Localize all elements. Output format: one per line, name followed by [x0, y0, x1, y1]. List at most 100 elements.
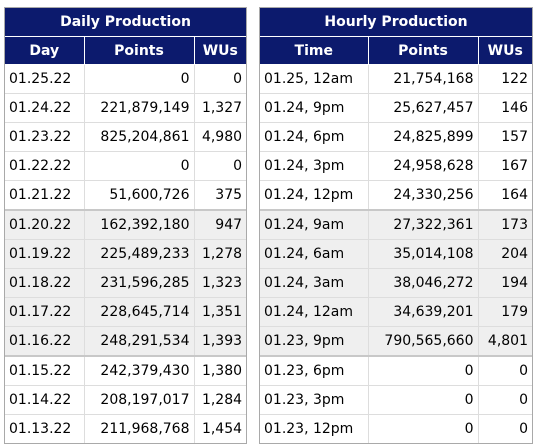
- daily-table-row: 01.15.22 242,379,430 1,380: [5, 355, 247, 386]
- hourly-wus-cell: 194: [478, 268, 532, 298]
- hourly-wus-cell: 164: [478, 180, 532, 211]
- daily-day-cell: 01.19.22: [5, 239, 85, 269]
- daily-day-cell: 01.24.22: [5, 93, 85, 123]
- hourly-wus-cell: 4,801: [478, 326, 532, 357]
- daily-wus-cell: 1,327: [194, 93, 247, 123]
- daily-day-cell: 01.25.22: [5, 64, 85, 94]
- hourly-points-cell: 38,046,272: [368, 268, 479, 298]
- daily-wus-cell: 1,323: [194, 268, 247, 298]
- daily-wus-cell: 1,278: [194, 239, 247, 269]
- hourly-table-row: 01.24, 3pm 24,958,628 167: [260, 151, 532, 181]
- daily-wus-cell: 1,454: [201, 421, 243, 437]
- daily-table-row: 01.23.22 825,204,861 4,980: [5, 122, 247, 152]
- hourly-production-panel: Hourly Production Time Points WUs 01.25,…: [259, 7, 533, 444]
- daily-points-cell: 231,596,285: [84, 268, 195, 298]
- hourly-points-cell: 34,639,201: [368, 297, 479, 327]
- daily-table-row: 01.24.22 221,879,149 1,327: [5, 93, 247, 123]
- hourly-points-cell: 27,322,361: [368, 209, 479, 240]
- daily-table-row: 01.21.22 51,600,726 375: [5, 180, 247, 211]
- daily-points-cell: 225,489,233: [84, 239, 195, 269]
- hourly-wus-cell: 157: [478, 122, 532, 152]
- daily-production-panel: Daily Production Day Points WUs 01.25.22…: [4, 7, 247, 444]
- daily-points-cell: 242,379,430: [84, 355, 195, 386]
- hourly-points-cell: 25,627,457: [368, 93, 479, 123]
- hourly-table-row: 01.24, 12pm 24,330,256 164: [260, 180, 532, 211]
- hourly-table-row: 01.24, 6pm 24,825,899 157: [260, 122, 532, 152]
- hourly-production-table: Hourly Production Time Points WUs 01.25,…: [260, 8, 532, 443]
- daily-day-cell: 01.16.22: [5, 326, 85, 357]
- hourly-time-cell: 01.24, 9pm: [260, 93, 369, 123]
- hourly-points-cell: 21,754,168: [368, 64, 479, 94]
- hourly-time-cell: 01.24, 12am: [260, 297, 369, 327]
- daily-day-cell: 01.23.22: [5, 122, 85, 152]
- hourly-wus-cell: 204: [478, 239, 532, 269]
- daily-wus-cell: 1,351: [194, 297, 247, 327]
- hourly-table-row: 01.24, 3am 38,046,272 194: [260, 268, 532, 298]
- hourly-table-row: 01.23, 6pm 0 0: [260, 355, 532, 386]
- hourly-time-cell: 01.23, 3pm: [260, 385, 369, 415]
- hourly-points-cell: 35,014,108: [368, 239, 479, 269]
- daily-points-cell: 248,291,534: [84, 326, 195, 357]
- daily-table-row: 01.13.22 211,968,768 1,454: [5, 414, 246, 443]
- hourly-table-row: 01.24, 9pm 25,627,457 146: [260, 93, 532, 123]
- hourly-wus-cell: 146: [478, 93, 532, 123]
- hourly-time-cell: 01.24, 6am: [260, 239, 369, 269]
- hourly-points-cell: 24,330,256: [368, 180, 479, 211]
- hourly-table-row: 01.23, 12pm 0 0: [260, 414, 532, 443]
- hourly-table-row: 01.23, 3pm 0 0: [260, 385, 532, 415]
- daily-table-row: 01.16.22 248,291,534 1,393: [5, 326, 247, 357]
- daily-wus-cell: 375: [194, 180, 247, 211]
- hourly-table-body: 01.25, 12am 21,754,168 122 01.24, 9pm 25,627…: [260, 64, 532, 443]
- daily-day-cell: 01.14.22: [5, 385, 85, 415]
- hourly-table-row: 01.24, 12am 34,639,201 179: [260, 297, 532, 327]
- hourly-col-wus: WUs: [478, 36, 532, 65]
- daily-col-points: Points: [84, 36, 195, 65]
- hourly-time-cell: 01.24, 3pm: [260, 151, 369, 181]
- hourly-time-cell: 01.25, 12am: [260, 64, 369, 94]
- daily-points-cell: 221,879,149: [84, 93, 195, 123]
- hourly-time-cell: 01.23, 12pm: [260, 414, 369, 443]
- daily-wus-cell: 1,393: [194, 326, 247, 357]
- daily-col-day: Day: [5, 36, 85, 65]
- daily-table-body: 01.25.22 0 0 01.24.22 221,879,149 1,327 01.23.…: [5, 64, 247, 443]
- daily-points-cell: 825,204,861: [84, 122, 195, 152]
- hourly-wus-cell: 179: [478, 297, 532, 327]
- hourly-wus-cell: 167: [478, 151, 532, 181]
- hourly-table-row: 01.24, 6am 35,014,108 204: [260, 239, 532, 269]
- daily-day-cell: 01.18.22: [5, 268, 85, 298]
- hourly-time-cell: 01.23, 6pm: [260, 355, 369, 386]
- daily-day-cell: 01.15.22: [5, 355, 85, 386]
- hourly-col-time: Time: [260, 36, 369, 65]
- daily-wus-cell: 1,284: [194, 385, 247, 415]
- daily-table-row: 01.17.22 228,645,714 1,351: [5, 297, 247, 327]
- daily-wus-cell: 1,380: [194, 355, 247, 386]
- daily-table-row: 01.18.22 231,596,285 1,323: [5, 268, 247, 298]
- daily-points-cell: 208,197,017: [84, 385, 195, 415]
- daily-table-row: 01.22.22 0 0: [5, 151, 247, 181]
- hourly-time-cell: 01.24, 12pm: [260, 180, 369, 211]
- daily-table-row: 01.14.22 208,197,017 1,284: [5, 385, 247, 415]
- hourly-points-cell: 0: [368, 385, 479, 415]
- daily-day-cell: 01.13.22: [5, 414, 85, 443]
- daily-table-row: 01.19.22 225,489,233 1,278: [5, 239, 247, 269]
- daily-wus-cell: 947: [194, 209, 247, 240]
- hourly-time-cell: 01.24, 3am: [260, 268, 369, 298]
- daily-day-cell: 01.22.22: [5, 151, 85, 181]
- daily-points-cell: 0: [84, 151, 195, 181]
- hourly-wus-cell: 0: [478, 355, 532, 386]
- hourly-wus-cell: 122: [478, 64, 532, 94]
- hourly-wus-cell: 0: [478, 385, 532, 415]
- hourly-col-points: Points: [368, 36, 479, 65]
- hourly-wus-cell: 0: [519, 421, 528, 437]
- hourly-table-row: 01.23, 9pm 790,565,660 4,801: [260, 326, 532, 357]
- hourly-points-cell: 0: [368, 414, 479, 443]
- daily-day-cell: 01.20.22: [5, 209, 85, 240]
- daily-points-cell: 0: [84, 64, 195, 94]
- daily-table-row: 01.20.22 162,392,180 947: [5, 209, 247, 240]
- daily-day-cell: 01.21.22: [5, 180, 85, 211]
- daily-col-wus: WUs: [194, 36, 247, 65]
- daily-points-cell: 211,968,768: [84, 414, 195, 443]
- hourly-points-cell: 24,825,899: [368, 122, 479, 152]
- hourly-time-cell: 01.23, 9pm: [260, 326, 369, 357]
- daily-points-cell: 162,392,180: [84, 209, 195, 240]
